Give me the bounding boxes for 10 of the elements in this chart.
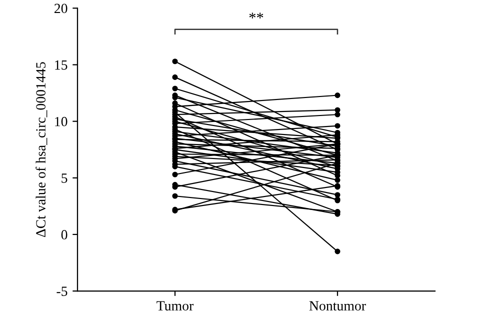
y-tick-label: -5 bbox=[56, 286, 68, 296]
x-tick-label: Tumor bbox=[156, 301, 194, 311]
y-tick-label: 10 bbox=[55, 116, 68, 126]
y-tick-label: 0 bbox=[61, 230, 68, 240]
y-axis-title: ΔCt value of hsa_circ_0001445 bbox=[36, 62, 48, 238]
y-tick-label: 20 bbox=[54, 4, 68, 14]
x-tick-label: Nontumor bbox=[309, 301, 366, 311]
y-tick-label: 15 bbox=[55, 60, 68, 70]
annotation: ** bbox=[249, 12, 264, 18]
y-tick-label: 5 bbox=[62, 174, 68, 183]
